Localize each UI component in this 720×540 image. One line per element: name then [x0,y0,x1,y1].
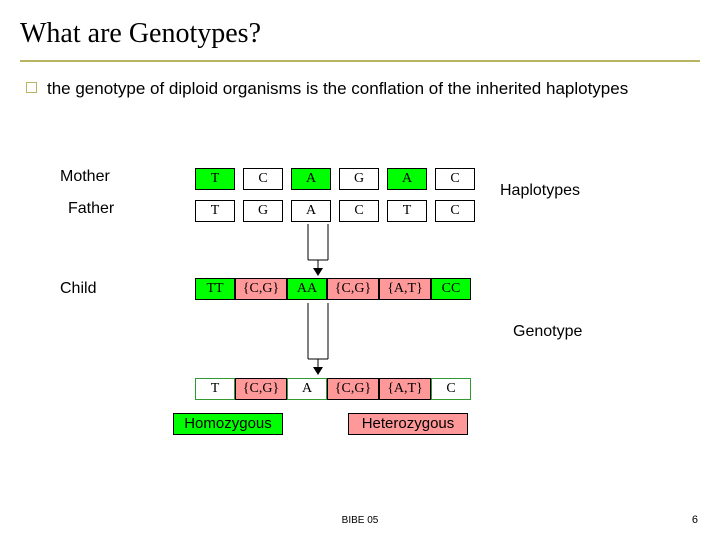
cell: A [387,168,427,190]
label-heterozygous: Heterozygous [348,413,468,435]
cell: A [291,168,331,190]
cell: CC [431,278,471,300]
page-number: 6 [692,514,698,526]
label-mother: Mother [60,168,110,186]
row-geno: T{C,G}A{C,G}{A,T}C [195,378,471,400]
cell: T [195,378,235,400]
cell: {C,G} [235,278,287,300]
cell: {C,G} [327,278,379,300]
cell: C [435,168,475,190]
body-text: the genotype of diploid organisms is the… [47,78,628,99]
arrow-down-icon [300,303,340,375]
row-mother: TCAGAC [195,168,483,190]
cell: AA [287,278,327,300]
label-haplotypes: Haplotypes [500,182,580,200]
cell: G [339,168,379,190]
cell: G [243,200,283,222]
cell: C [243,168,283,190]
cell: T [387,200,427,222]
arrow-down-icon [300,224,340,276]
cell: C [339,200,379,222]
page-title: What are Genotypes? [20,18,700,50]
row-child: TT{C,G}AA{C,G}{A,T}CC [195,278,471,300]
cell: TT [195,278,235,300]
cell: A [291,200,331,222]
footer-text: BIBE 05 [342,515,379,526]
cell: T [195,168,235,190]
cell: {A,T} [379,378,431,400]
cell: {C,G} [235,378,287,400]
cell: C [431,378,471,400]
cell: {A,T} [379,278,431,300]
label-genotype: Genotype [513,323,582,341]
cell: {C,G} [327,378,379,400]
label-homozygous: Homozygous [173,413,283,435]
bullet-icon [26,82,37,93]
cell: T [195,200,235,222]
cell: A [287,378,327,400]
cell: C [435,200,475,222]
row-father: TGACTC [195,200,483,222]
label-child: Child [60,280,96,298]
label-father: Father [68,200,114,218]
